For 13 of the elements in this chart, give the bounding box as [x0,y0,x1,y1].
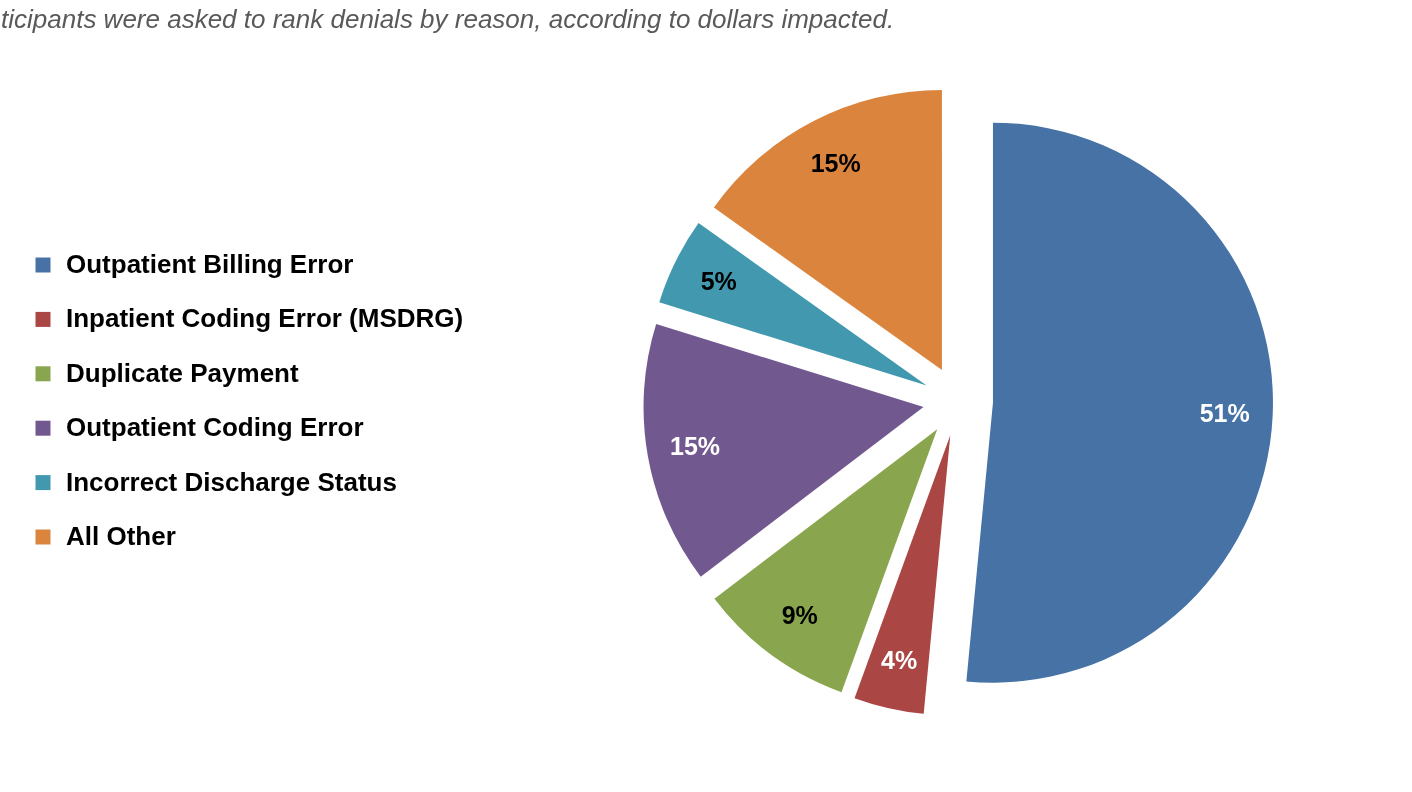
data-label: 4% [881,646,918,675]
legend-label: All Other [66,521,176,551]
legend-label: Inpatient Coding Error (MSDRG) [66,303,464,334]
chart-title: ticipants were asked to rank denials by reason, according to dollars impacted. [1,4,895,34]
legend-label: Duplicate Payment [66,357,299,388]
data-label: 51% [1199,398,1250,427]
legend-label: Incorrect Discharge Status [66,466,397,497]
legend-label: Outpatient Billing Error [66,249,354,279]
data-label: 15% [670,432,721,461]
data-label: 15% [810,148,861,177]
data-label: 5% [700,267,737,296]
legend-label: Outpatient Coding Error [66,412,364,443]
data-label: 9% [781,601,818,630]
